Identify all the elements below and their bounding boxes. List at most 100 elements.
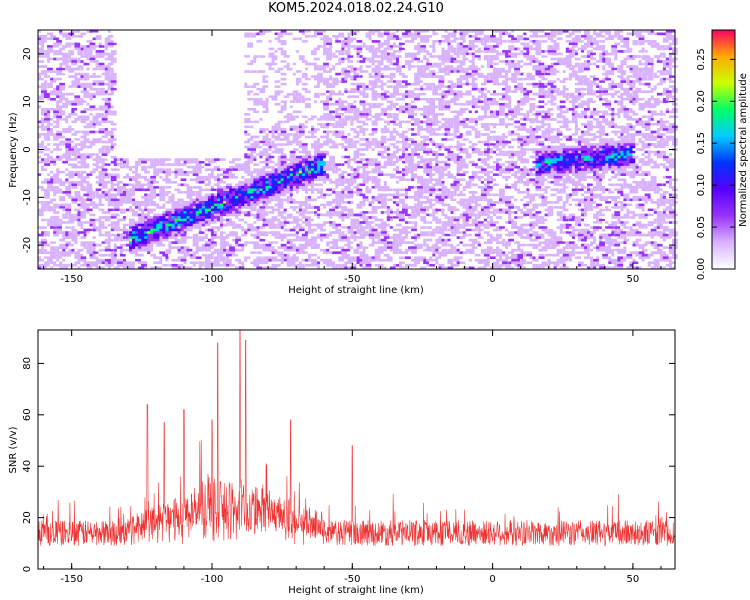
spectrogram-cell [192,155,199,159]
spectrogram-cell [259,243,266,247]
spectrogram-cell [50,32,56,36]
spectrogram-cell [186,231,193,234]
spectrogram-cell [317,55,323,58]
spectrogram-cell [256,145,263,149]
spectrogram-cell [204,178,211,182]
spectrogram-cell [307,236,314,239]
spectrogram-cell [289,110,296,114]
spectrogram-cell [341,170,348,174]
spectrogram-cell [147,251,153,255]
spectrogram-cell [107,67,114,71]
spectrogram-cell [50,128,56,131]
spectrogram-cell [244,178,251,182]
spectrogram-cell [186,203,193,207]
spectrogram-cell [229,251,235,255]
spectrogram-cell [77,65,84,68]
spectrogram-cell [338,185,345,189]
spectrogram-cell [71,120,78,124]
spectrogram-cell [186,213,193,217]
spectrogram-cell [204,233,211,237]
spectrogram-cell [332,45,338,48]
spectrogram-cell [74,128,81,131]
spectrogram-cell [295,80,302,83]
spectrogram-cell [216,211,223,214]
spectrogram-cell [135,223,141,227]
spectrogram-cell [62,253,69,257]
spectrogram-cell [192,185,199,189]
spectrogram-cell [317,211,323,214]
spectrogram-cell [298,155,305,159]
spectrogram-cell [201,218,208,222]
spectrogram-cell [162,40,169,43]
spectrogram-cell [129,185,135,189]
spectrogram-cell [329,213,335,217]
spectrogram-cell [201,107,208,111]
spectrogram-cell [119,248,126,252]
spectrogram-cell [341,168,348,172]
spectrogram-cell [68,92,75,96]
spectrogram-cell [292,223,299,227]
spectrogram-cell [295,82,302,86]
spectrogram-cell [341,77,348,81]
spectrogram-cell [277,90,284,94]
spectrogram-cell [119,170,126,174]
spectrogram-cell [298,231,305,234]
spectrogram-cell [311,40,317,43]
spectrogram-cell [201,150,208,154]
spectrogram-cell [226,266,232,270]
spectrogram-cell [107,92,114,96]
spectrogram-cell [50,150,56,154]
spectrogram-cell [274,226,281,229]
spectrogram-cell [56,67,62,71]
spectrogram-cell [92,228,99,232]
spectrogram-cell [110,65,117,68]
spectrogram-cell [56,246,62,249]
spectrogram-cell [326,160,332,164]
spectrogram-cell [77,85,84,88]
spectrogram-cell [201,246,208,249]
spectrogram-cell [171,196,178,199]
spectrogram-cell [141,238,147,242]
spectrogram-cell [80,256,87,260]
spectrogram-cell [165,158,172,161]
spectrogram-cell [80,145,87,149]
spectrogram-cell [53,125,59,129]
spectrogram-cell [95,191,102,194]
spectrogram-cell [83,90,90,94]
spectrogram-cell [213,258,220,262]
spectrogram-cell [110,226,117,229]
spectrogram-cell [210,218,217,222]
spectrogram-cell [62,183,69,187]
spectrogram-cell [286,100,293,104]
spectrogram-cell [50,193,56,197]
spectrogram-cell [216,47,223,51]
spectrogram-cell [283,258,290,262]
spectrogram-cell [92,223,99,227]
spectrogram-cell [53,120,59,124]
spectrogram-cell [104,263,111,267]
spectrogram-cell [250,223,257,227]
spectrogram-cell [229,218,235,222]
spectrogram-cell [171,233,178,237]
spectrogram-cell [62,153,69,156]
spectrogram-cell [156,123,163,126]
spectrogram-cell [223,175,229,179]
spectrogram-cell [159,233,166,237]
spectrogram-cell [277,223,284,227]
spectrogram-cell [156,80,163,83]
spectrogram-cell [307,243,314,247]
spectrogram-cell [250,188,257,192]
spectrogram-cell [198,113,205,116]
spectrogram-cell [59,170,65,174]
spectrogram-cell [44,145,50,149]
spectrogram-cell [304,77,311,81]
spectrogram-cell [338,105,345,109]
spectrogram-cell [104,82,111,86]
spectrogram-cell [311,125,317,129]
spectrogram-cell [229,193,235,197]
spectrogram-cell [192,158,199,161]
spectrogram-cell [274,163,281,166]
spectrogram-cell [298,236,305,239]
spectrogram-cell [292,110,299,114]
spectrogram-cell [216,201,223,204]
